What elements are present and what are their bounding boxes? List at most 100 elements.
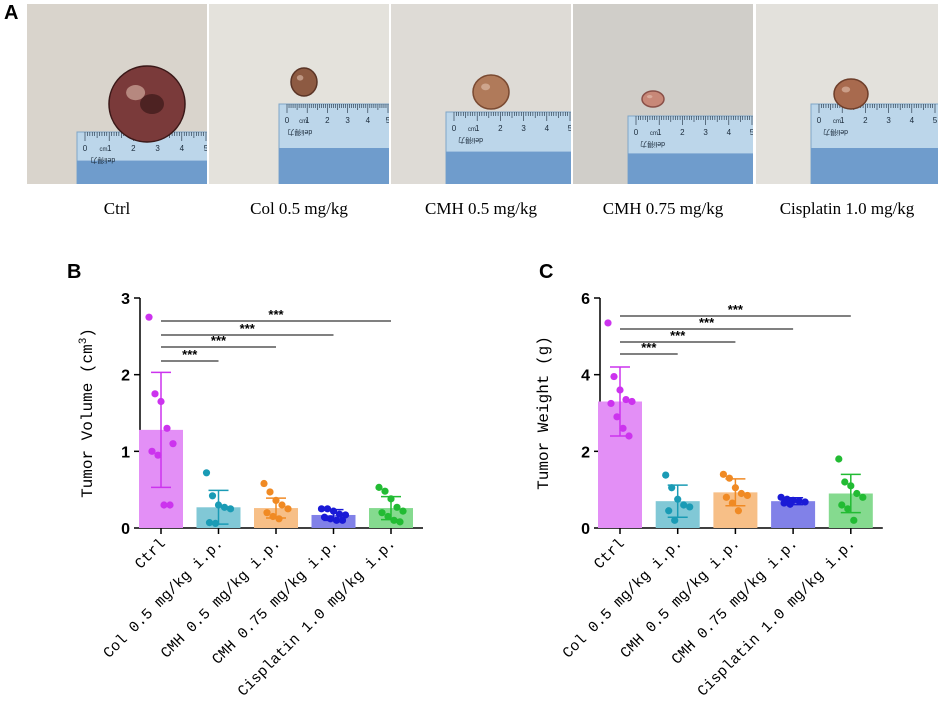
- tumor-photo-image: 0 1 2 3 4 5 cm deli得力: [27, 4, 207, 184]
- data-point-cisplatin: [853, 489, 861, 498]
- tumor-photo-image: 0 1 2 3 4 5 cm deli得力: [573, 4, 753, 184]
- ruler-number: 1: [107, 144, 112, 153]
- y-tick-label: 2: [581, 444, 590, 461]
- tumor-highlight: [841, 86, 851, 93]
- data-point-ctrl: [625, 432, 633, 440]
- ruler-number: 4: [545, 124, 550, 133]
- y-axis-label: Tumor Volume (cm3): [78, 328, 97, 498]
- tumor-photo-image: 0 1 2 3 4 5 cm deli得力: [756, 4, 938, 184]
- data-point-cisplatin: [375, 483, 383, 491]
- data-point-cisplatin: [396, 518, 404, 526]
- data-point-cisplatin: [378, 509, 386, 517]
- ruler-number: 3: [703, 128, 708, 137]
- data-point-ctrl: [154, 451, 162, 459]
- tumor-photo-image: 0 1 2 3 4 5 cm deli得力: [391, 4, 571, 184]
- ruler-number: 3: [886, 116, 891, 125]
- significance-label: ***: [670, 328, 686, 343]
- data-point-cmh-075: [786, 500, 794, 508]
- tumor-photo-image: 0 1 2 3 4 5 cm deli得力: [209, 4, 389, 184]
- data-point-cisplatin: [384, 512, 392, 521]
- caption-cmh-05: CMH 0.5 mg/kg: [425, 199, 537, 218]
- ruler-number: 3: [521, 124, 526, 133]
- ruler-brand: deli得力: [640, 140, 665, 149]
- data-point-cmh-075: [801, 498, 809, 506]
- ruler-brand: deli得力: [90, 156, 115, 165]
- data-point-cisplatin: [835, 455, 843, 463]
- ruler-number: 0: [634, 128, 639, 137]
- tumor: [833, 78, 869, 110]
- ruler-band: [77, 160, 207, 184]
- data-point-col: [211, 519, 220, 527]
- data-point-cmh-075: [780, 499, 788, 507]
- ruler-band: [446, 151, 571, 184]
- data-point-col: [680, 501, 688, 509]
- caption-col: Col 0.5 mg/kg: [250, 199, 348, 218]
- ruler-number: 4: [910, 116, 915, 125]
- y-tick-label: 0: [121, 521, 130, 538]
- ruler-unit: cm: [299, 119, 307, 125]
- data-point-cisplatin: [841, 478, 849, 486]
- data-point-col: [214, 501, 223, 509]
- tumor: [290, 67, 318, 97]
- panel-b-label: B: [67, 261, 81, 283]
- data-point-cmh-075: [320, 513, 329, 521]
- data-point-cisplatin: [390, 516, 398, 524]
- ruler-number: 2: [680, 128, 685, 137]
- significance-label: ***: [240, 321, 256, 336]
- data-point-cmh-05: [743, 491, 751, 500]
- data-point-cisplatin: [838, 501, 846, 509]
- ruler-number: 1: [840, 116, 845, 125]
- ruler-band: [279, 148, 389, 184]
- x-tick-label-ctrl: Ctrl: [591, 536, 628, 573]
- tumor: [641, 90, 665, 108]
- data-point-cmh-05: [734, 507, 742, 515]
- ruler-unit: cm: [100, 147, 108, 153]
- data-point-ctrl: [607, 399, 615, 408]
- data-point-cmh-075: [335, 510, 344, 518]
- ruler-unit: cm: [650, 131, 658, 137]
- data-point-col: [668, 484, 676, 492]
- tumor-highlight: [126, 85, 146, 101]
- data-point-col: [686, 503, 694, 511]
- ruler-number: 2: [863, 116, 868, 125]
- ruler-band: [628, 153, 753, 184]
- data-point-cmh-075: [338, 516, 347, 524]
- data-point-ctrl: [616, 386, 624, 394]
- data-point-cmh-075: [317, 505, 326, 513]
- tumor: [472, 74, 510, 110]
- significance-label: ***: [641, 340, 657, 355]
- caption-cmh-075: CMH 0.75 mg/kg: [602, 199, 724, 218]
- tumor-highlight: [481, 83, 491, 91]
- data-point-ctrl: [622, 395, 630, 404]
- data-point-col: [220, 503, 229, 511]
- data-point-col: [205, 519, 214, 527]
- data-point-cmh-075: [323, 505, 332, 513]
- caption-cisplatin: Cisplatin 1.0 mg/kg: [779, 199, 915, 218]
- data-point-col: [665, 507, 673, 515]
- data-point-cisplatin: [381, 487, 389, 495]
- ruler-number: 5: [933, 116, 938, 125]
- tumor-photo: 0 1 2 3 4 5 cm deli得力: [391, 4, 571, 184]
- ruler-number: 5: [386, 116, 389, 125]
- ruler-band: [811, 148, 938, 184]
- data-point-cisplatin: [859, 493, 867, 501]
- data-point-cmh-05: [737, 489, 745, 498]
- tumor-photo: 0 1 2 3 4 5 cm deli得力: [27, 4, 207, 184]
- ruler-brand: deli得力: [458, 136, 483, 145]
- ruler-number: 5: [750, 128, 753, 137]
- data-point-ctrl: [628, 397, 636, 406]
- data-point-cmh-05: [263, 509, 271, 517]
- ruler-number: 5: [568, 124, 571, 133]
- data-point-cmh-075: [795, 497, 803, 505]
- ruler-number: 1: [657, 128, 662, 137]
- data-point-ctrl: [160, 501, 168, 509]
- data-point-ctrl: [604, 319, 612, 327]
- data-point-ctrl: [169, 440, 177, 448]
- y-tick-label: 2: [121, 368, 130, 385]
- ruler-unit: cm: [468, 127, 476, 133]
- data-point-cisplatin: [399, 507, 407, 515]
- ruler-number: 2: [498, 124, 503, 133]
- data-point-ctrl: [619, 424, 627, 432]
